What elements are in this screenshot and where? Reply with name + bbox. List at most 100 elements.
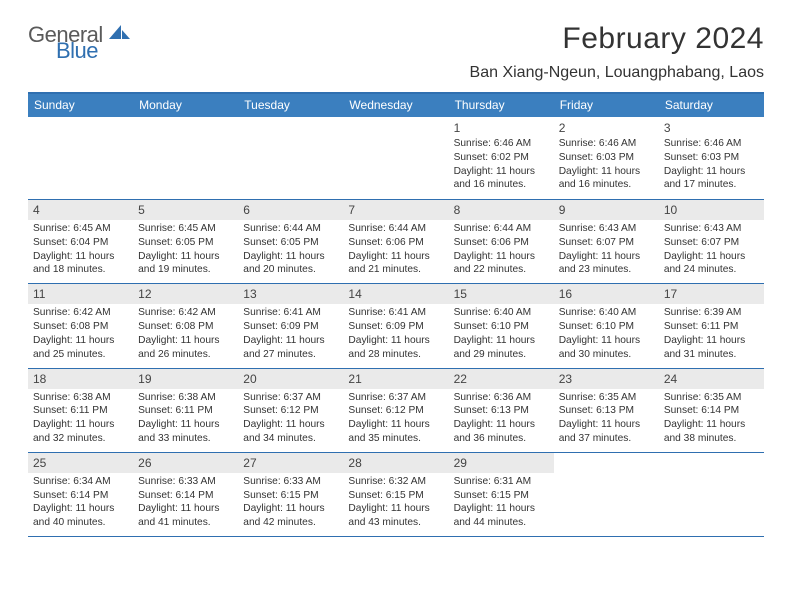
- daylight-text: and 43 minutes.: [348, 516, 443, 530]
- sunset-text: Sunset: 6:04 PM: [33, 236, 128, 250]
- sunset-text: Sunset: 6:12 PM: [243, 404, 338, 418]
- daylight-text: and 31 minutes.: [664, 348, 759, 362]
- day-number: 1: [454, 120, 549, 137]
- day-cell: 6Sunrise: 6:44 AMSunset: 6:05 PMDaylight…: [238, 200, 343, 283]
- day-number: 29: [449, 453, 554, 473]
- sunrise-text: Sunrise: 6:43 AM: [559, 222, 654, 236]
- daylight-text: and 30 minutes.: [559, 348, 654, 362]
- daylight-text: and 27 minutes.: [243, 348, 338, 362]
- day-cell: 7Sunrise: 6:44 AMSunset: 6:06 PMDaylight…: [343, 200, 448, 283]
- weekday-header: Tuesday: [238, 94, 343, 117]
- location-subtitle: Ban Xiang-Ngeun, Louangphabang, Laos: [470, 64, 764, 82]
- sunset-text: Sunset: 6:14 PM: [138, 489, 233, 503]
- daylight-text: Daylight: 11 hours: [243, 334, 338, 348]
- daylight-text: Daylight: 11 hours: [348, 250, 443, 264]
- sunrise-text: Sunrise: 6:37 AM: [243, 391, 338, 405]
- sunrise-text: Sunrise: 6:44 AM: [454, 222, 549, 236]
- day-number: 10: [659, 200, 764, 220]
- sunrise-text: Sunrise: 6:44 AM: [243, 222, 338, 236]
- day-cell: [554, 453, 659, 536]
- daylight-text: Daylight: 11 hours: [348, 334, 443, 348]
- daylight-text: Daylight: 11 hours: [33, 250, 128, 264]
- logo: General Blue: [28, 22, 132, 62]
- daylight-text: and 44 minutes.: [454, 516, 549, 530]
- day-number: 19: [133, 369, 238, 389]
- daylight-text: Daylight: 11 hours: [348, 502, 443, 516]
- day-details: Sunrise: 6:38 AMSunset: 6:11 PMDaylight:…: [138, 391, 233, 446]
- sunset-text: Sunset: 6:15 PM: [243, 489, 338, 503]
- day-cell: 15Sunrise: 6:40 AMSunset: 6:10 PMDayligh…: [449, 284, 554, 367]
- daylight-text: and 24 minutes.: [664, 263, 759, 277]
- daylight-text: Daylight: 11 hours: [559, 334, 654, 348]
- sunrise-text: Sunrise: 6:38 AM: [33, 391, 128, 405]
- weekday-header: Friday: [554, 94, 659, 117]
- day-cell: 11Sunrise: 6:42 AMSunset: 6:08 PMDayligh…: [28, 284, 133, 367]
- daylight-text: and 18 minutes.: [33, 263, 128, 277]
- day-cell: 8Sunrise: 6:44 AMSunset: 6:06 PMDaylight…: [449, 200, 554, 283]
- daylight-text: and 21 minutes.: [348, 263, 443, 277]
- daylight-text: and 37 minutes.: [559, 432, 654, 446]
- sunset-text: Sunset: 6:03 PM: [664, 151, 759, 165]
- daylight-text: and 16 minutes.: [454, 178, 549, 192]
- sunset-text: Sunset: 6:10 PM: [454, 320, 549, 334]
- daylight-text: and 26 minutes.: [138, 348, 233, 362]
- day-details: Sunrise: 6:42 AMSunset: 6:08 PMDaylight:…: [33, 306, 128, 361]
- daylight-text: Daylight: 11 hours: [664, 334, 759, 348]
- day-details: Sunrise: 6:37 AMSunset: 6:12 PMDaylight:…: [243, 391, 338, 446]
- week-row: 18Sunrise: 6:38 AMSunset: 6:11 PMDayligh…: [28, 369, 764, 453]
- daylight-text: Daylight: 11 hours: [348, 418, 443, 432]
- daylight-text: and 36 minutes.: [454, 432, 549, 446]
- week-row: 4Sunrise: 6:45 AMSunset: 6:04 PMDaylight…: [28, 200, 764, 284]
- daylight-text: Daylight: 11 hours: [454, 334, 549, 348]
- day-cell: 4Sunrise: 6:45 AMSunset: 6:04 PMDaylight…: [28, 200, 133, 283]
- day-cell: 22Sunrise: 6:36 AMSunset: 6:13 PMDayligh…: [449, 369, 554, 452]
- day-number: 16: [554, 284, 659, 304]
- day-details: Sunrise: 6:42 AMSunset: 6:08 PMDaylight:…: [138, 306, 233, 361]
- day-details: Sunrise: 6:43 AMSunset: 6:07 PMDaylight:…: [559, 222, 654, 277]
- daylight-text: Daylight: 11 hours: [33, 334, 128, 348]
- weekday-header: Monday: [133, 94, 238, 117]
- logo-word2: Blue: [56, 40, 132, 62]
- sunset-text: Sunset: 6:15 PM: [348, 489, 443, 503]
- day-details: Sunrise: 6:36 AMSunset: 6:13 PMDaylight:…: [454, 391, 549, 446]
- day-cell: 26Sunrise: 6:33 AMSunset: 6:14 PMDayligh…: [133, 453, 238, 536]
- day-number: 9: [554, 200, 659, 220]
- daylight-text: Daylight: 11 hours: [138, 250, 233, 264]
- sunrise-text: Sunrise: 6:42 AM: [33, 306, 128, 320]
- day-cell: 17Sunrise: 6:39 AMSunset: 6:11 PMDayligh…: [659, 284, 764, 367]
- weekday-header: Sunday: [28, 94, 133, 117]
- sunset-text: Sunset: 6:06 PM: [348, 236, 443, 250]
- daylight-text: Daylight: 11 hours: [243, 502, 338, 516]
- sunrise-text: Sunrise: 6:45 AM: [33, 222, 128, 236]
- daylight-text: and 33 minutes.: [138, 432, 233, 446]
- day-number: 5: [133, 200, 238, 220]
- sunrise-text: Sunrise: 6:36 AM: [454, 391, 549, 405]
- month-title: February 2024: [470, 22, 764, 56]
- sunset-text: Sunset: 6:08 PM: [138, 320, 233, 334]
- sunrise-text: Sunrise: 6:39 AM: [664, 306, 759, 320]
- daylight-text: Daylight: 11 hours: [559, 418, 654, 432]
- day-details: Sunrise: 6:44 AMSunset: 6:05 PMDaylight:…: [243, 222, 338, 277]
- day-details: Sunrise: 6:34 AMSunset: 6:14 PMDaylight:…: [33, 475, 128, 530]
- day-cell: 16Sunrise: 6:40 AMSunset: 6:10 PMDayligh…: [554, 284, 659, 367]
- daylight-text: and 40 minutes.: [33, 516, 128, 530]
- sunrise-text: Sunrise: 6:45 AM: [138, 222, 233, 236]
- day-number: 23: [554, 369, 659, 389]
- day-details: Sunrise: 6:43 AMSunset: 6:07 PMDaylight:…: [664, 222, 759, 277]
- daylight-text: and 19 minutes.: [138, 263, 233, 277]
- day-details: Sunrise: 6:46 AMSunset: 6:03 PMDaylight:…: [664, 137, 759, 192]
- day-cell: 28Sunrise: 6:32 AMSunset: 6:15 PMDayligh…: [343, 453, 448, 536]
- sunrise-text: Sunrise: 6:33 AM: [138, 475, 233, 489]
- calendar-page: General Blue February 2024 Ban Xiang-Nge…: [0, 0, 792, 537]
- sunrise-text: Sunrise: 6:46 AM: [454, 137, 549, 151]
- day-number: 15: [449, 284, 554, 304]
- calendar-grid: SundayMondayTuesdayWednesdayThursdayFrid…: [28, 92, 764, 537]
- day-cell: 14Sunrise: 6:41 AMSunset: 6:09 PMDayligh…: [343, 284, 448, 367]
- sunset-text: Sunset: 6:09 PM: [243, 320, 338, 334]
- header: General Blue February 2024 Ban Xiang-Nge…: [28, 22, 764, 82]
- week-row: 25Sunrise: 6:34 AMSunset: 6:14 PMDayligh…: [28, 453, 764, 537]
- day-details: Sunrise: 6:46 AMSunset: 6:03 PMDaylight:…: [559, 137, 654, 192]
- daylight-text: Daylight: 11 hours: [138, 502, 233, 516]
- daylight-text: Daylight: 11 hours: [559, 165, 654, 179]
- day-cell: [238, 117, 343, 199]
